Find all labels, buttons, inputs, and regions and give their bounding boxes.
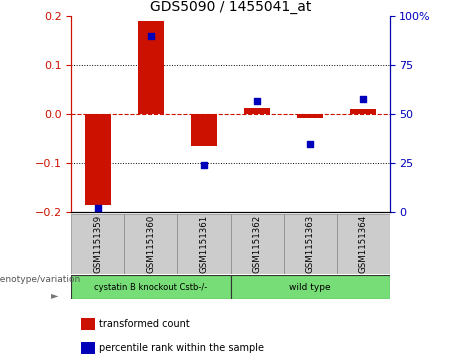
Bar [177, 214, 230, 274]
Point [94, 205, 101, 211]
Text: genotype/variation: genotype/variation [0, 275, 81, 284]
Bar [191, 114, 217, 146]
Bar [138, 21, 164, 114]
Title: GDS5090 / 1455041_at: GDS5090 / 1455041_at [150, 0, 311, 14]
Point [200, 162, 207, 168]
Text: GSM1151361: GSM1151361 [200, 215, 208, 273]
Bar [71, 214, 124, 274]
Bar [350, 110, 376, 114]
Text: percentile rank within the sample: percentile rank within the sample [99, 343, 264, 352]
Text: transformed count: transformed count [99, 319, 190, 329]
Point [254, 98, 261, 103]
Text: GSM1151360: GSM1151360 [147, 215, 155, 273]
Bar [124, 214, 177, 274]
Text: ►: ► [51, 290, 59, 300]
Bar [337, 214, 390, 274]
Bar [230, 214, 284, 274]
Text: cystatin B knockout Cstb-/-: cystatin B knockout Cstb-/- [95, 283, 207, 291]
Point [148, 33, 155, 39]
Text: GSM1151362: GSM1151362 [253, 215, 261, 273]
Text: GSM1151359: GSM1151359 [94, 215, 102, 273]
Text: wild type: wild type [289, 283, 331, 291]
Bar [230, 275, 390, 299]
Bar [244, 108, 270, 114]
Bar [85, 114, 111, 205]
Text: GSM1151363: GSM1151363 [306, 215, 314, 273]
Bar [81, 342, 95, 354]
Bar [297, 114, 323, 118]
Bar [81, 318, 95, 330]
Point [306, 141, 313, 147]
Point [359, 96, 366, 102]
Text: GSM1151364: GSM1151364 [359, 215, 367, 273]
Bar [71, 275, 230, 299]
Bar [284, 214, 337, 274]
